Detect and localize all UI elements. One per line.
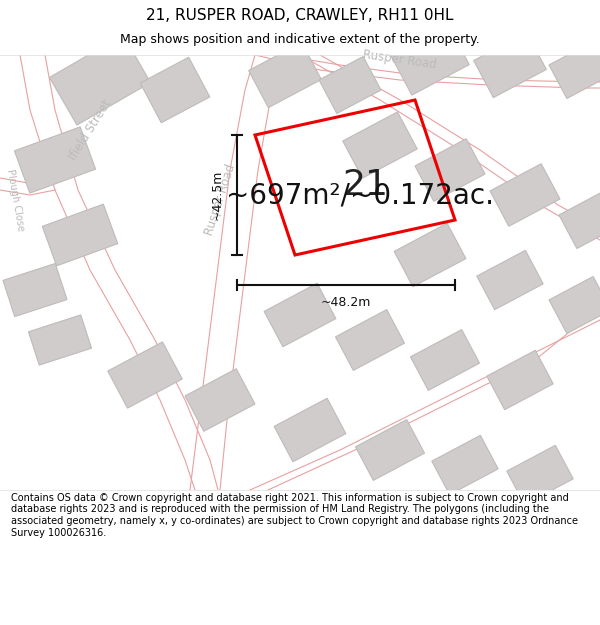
Polygon shape: [274, 398, 346, 462]
Polygon shape: [490, 164, 560, 226]
Polygon shape: [28, 315, 92, 365]
Text: ~42.5m: ~42.5m: [211, 170, 223, 220]
Polygon shape: [507, 446, 573, 504]
Polygon shape: [549, 276, 600, 334]
Text: Map shows position and indicative extent of the property.: Map shows position and indicative extent…: [120, 33, 480, 46]
Polygon shape: [264, 283, 336, 347]
Polygon shape: [319, 56, 381, 114]
Text: Contains OS data © Crown copyright and database right 2021. This information is : Contains OS data © Crown copyright and d…: [11, 492, 578, 538]
Polygon shape: [343, 112, 417, 178]
Polygon shape: [549, 41, 600, 99]
Polygon shape: [14, 127, 95, 193]
Polygon shape: [49, 35, 151, 125]
Polygon shape: [415, 139, 485, 201]
Polygon shape: [559, 191, 600, 249]
Polygon shape: [140, 58, 210, 122]
Text: Rusper Road: Rusper Road: [362, 48, 437, 72]
Polygon shape: [391, 25, 469, 95]
Text: 21, RUSPER ROAD, CRAWLEY, RH11 0HL: 21, RUSPER ROAD, CRAWLEY, RH11 0HL: [146, 8, 454, 23]
Polygon shape: [473, 32, 547, 98]
Polygon shape: [432, 436, 498, 494]
Polygon shape: [355, 419, 425, 481]
Polygon shape: [3, 263, 67, 317]
Polygon shape: [410, 329, 479, 391]
Polygon shape: [394, 223, 466, 287]
Polygon shape: [185, 369, 255, 431]
Text: ~697m²/~0.172ac.: ~697m²/~0.172ac.: [226, 181, 494, 209]
Polygon shape: [248, 42, 322, 107]
Text: ~48.2m: ~48.2m: [321, 296, 371, 309]
Polygon shape: [477, 251, 543, 309]
Polygon shape: [108, 342, 182, 408]
Text: Rusper Road: Rusper Road: [202, 162, 238, 238]
Text: 21: 21: [342, 168, 388, 202]
Text: Plough Close: Plough Close: [5, 168, 25, 232]
Polygon shape: [487, 351, 553, 409]
Text: Ifield Street: Ifield Street: [66, 98, 114, 162]
Polygon shape: [335, 309, 404, 371]
Polygon shape: [42, 204, 118, 266]
